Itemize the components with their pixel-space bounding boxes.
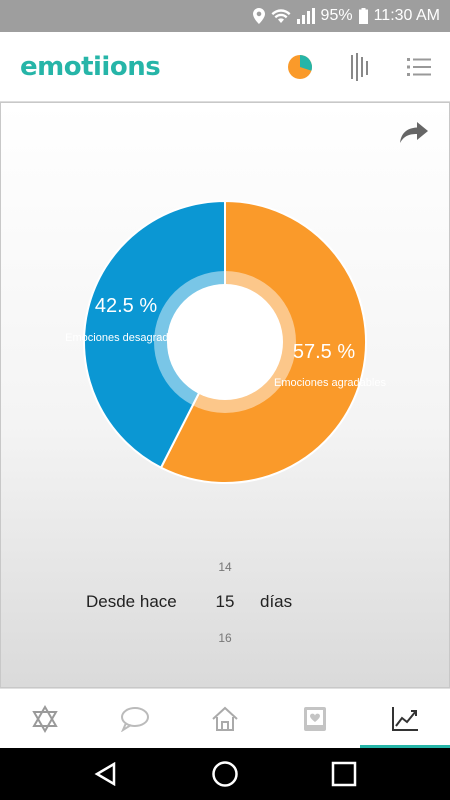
bottom-nav bbox=[0, 688, 450, 748]
days-picker[interactable]: 14 Desde hace 15 días 16 bbox=[0, 556, 450, 656]
list-icon[interactable] bbox=[402, 50, 436, 84]
clock: 11:30 AM bbox=[373, 7, 440, 24]
slice-desagradables[interactable] bbox=[83, 199, 226, 469]
system-nav-bar bbox=[0, 748, 450, 800]
battery-icon bbox=[358, 8, 368, 24]
chat-bubble-icon[interactable] bbox=[90, 689, 180, 749]
star-of-david-icon[interactable] bbox=[0, 689, 90, 749]
share-icon[interactable] bbox=[400, 122, 432, 148]
pie-chart-icon[interactable] bbox=[283, 50, 317, 84]
label-desagradables-value: 42.5 % bbox=[95, 295, 157, 317]
trend-chart-icon[interactable] bbox=[360, 689, 450, 749]
status-bar: 95% 11:30 AM bbox=[0, 0, 450, 32]
location-icon bbox=[252, 8, 265, 24]
donut-hole bbox=[167, 284, 283, 400]
app-logo: emotiions bbox=[20, 52, 161, 82]
picker-prev-value[interactable]: 14 bbox=[218, 560, 232, 574]
active-tab-indicator bbox=[360, 745, 450, 748]
photo-heart-icon[interactable] bbox=[270, 689, 360, 749]
recents-icon[interactable] bbox=[314, 748, 374, 800]
bars-chart-icon[interactable] bbox=[344, 50, 378, 84]
donut-chart: 57.5 % Emociones agradables 42.5 % Emocione… bbox=[65, 199, 386, 484]
label-desagradables-name: Emociones desagradables bbox=[65, 332, 195, 344]
picker-current-value[interactable]: 15 bbox=[215, 592, 235, 611]
label-agradables-value: 57.5 % bbox=[293, 341, 355, 363]
home-circle-icon[interactable] bbox=[195, 748, 255, 800]
picker-label-before: Desde hace bbox=[86, 592, 177, 611]
battery-percent: 95% bbox=[320, 7, 353, 24]
wifi-icon bbox=[271, 8, 291, 24]
app-bar: emotiions bbox=[0, 32, 450, 102]
back-icon[interactable] bbox=[76, 748, 136, 800]
signal-icon bbox=[296, 8, 315, 24]
picker-label-after: días bbox=[260, 592, 293, 611]
label-agradables-name: Emociones agradables bbox=[274, 377, 386, 389]
home-icon[interactable] bbox=[180, 689, 270, 749]
picker-next-value[interactable]: 16 bbox=[218, 631, 232, 645]
